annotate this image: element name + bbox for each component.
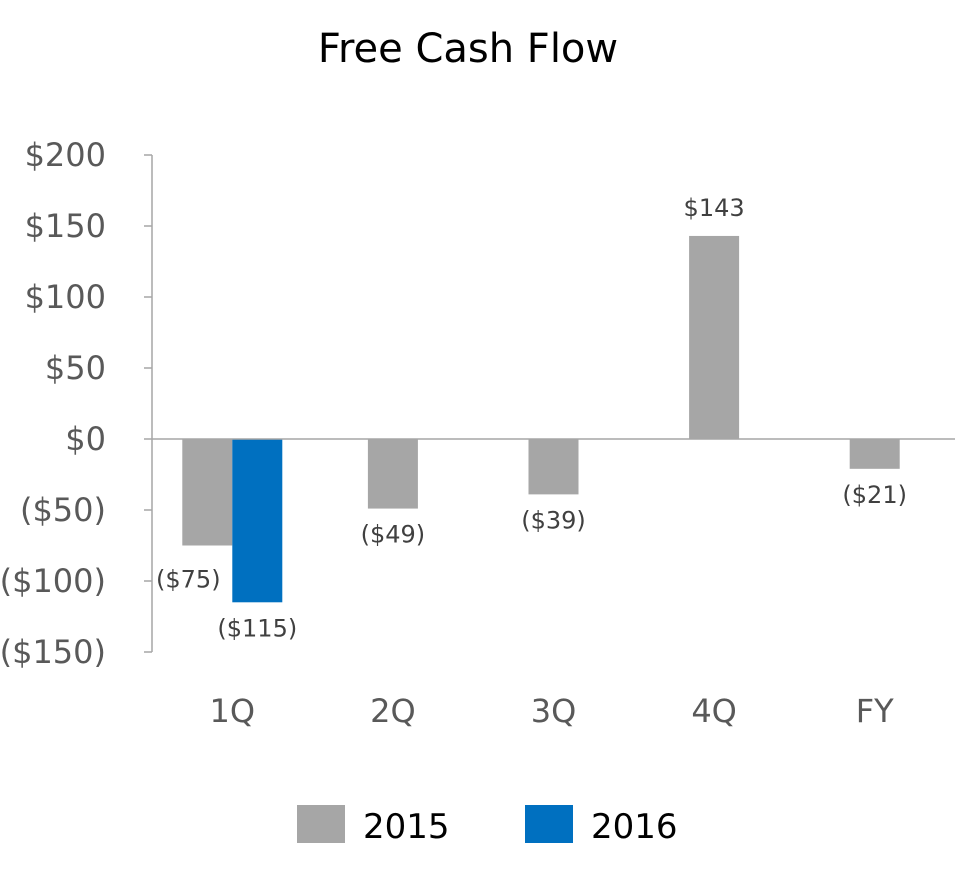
bar-2015-4Q	[689, 235, 740, 439]
y-tick-label: $50	[45, 349, 106, 387]
x-axis: 1Q 2Q 3Q 4Q FY	[152, 438, 955, 730]
data-labels: ($75) ($115) ($49) ($39) $143 ($21)	[156, 194, 907, 642]
x-tick-label: FY	[856, 692, 894, 730]
x-tick-label: 1Q	[210, 692, 256, 730]
y-axis: $200 $150 $100 $50 $0 ($50) ($100) ($150)	[0, 136, 153, 671]
data-label: ($39)	[521, 506, 586, 534]
bar-2015-3Q	[528, 439, 579, 495]
chart-title: Free Cash Flow	[318, 26, 618, 72]
data-label: ($75)	[156, 566, 221, 594]
legend-label-2016: 2016	[591, 807, 678, 847]
legend-swatch-2016	[525, 805, 573, 843]
bars	[182, 235, 900, 603]
y-tick-label: ($50)	[20, 491, 106, 529]
data-label: ($21)	[842, 481, 907, 509]
bar-2015-2Q	[367, 439, 418, 509]
y-tick-label: $100	[25, 278, 106, 316]
y-tick-label: $200	[25, 136, 106, 174]
x-tick-label: 3Q	[531, 692, 577, 730]
bar-2015-FY	[849, 439, 900, 469]
data-label: ($49)	[361, 521, 426, 549]
y-tick-label: ($100)	[0, 562, 106, 600]
y-tick-label: ($150)	[0, 633, 106, 671]
legend-label-2015: 2015	[363, 807, 450, 847]
legend-swatch-2015	[297, 805, 345, 843]
x-tick-label: 2Q	[370, 692, 416, 730]
bar-2016-1Q	[232, 439, 283, 603]
y-tick-label: $0	[65, 420, 106, 458]
data-label: ($115)	[217, 614, 297, 642]
y-tick-label: $150	[25, 207, 106, 245]
legend: 2015 2016	[297, 805, 678, 847]
data-label: $143	[684, 194, 745, 222]
x-tick-label: 4Q	[691, 692, 737, 730]
bar-2015-1Q	[182, 439, 233, 546]
